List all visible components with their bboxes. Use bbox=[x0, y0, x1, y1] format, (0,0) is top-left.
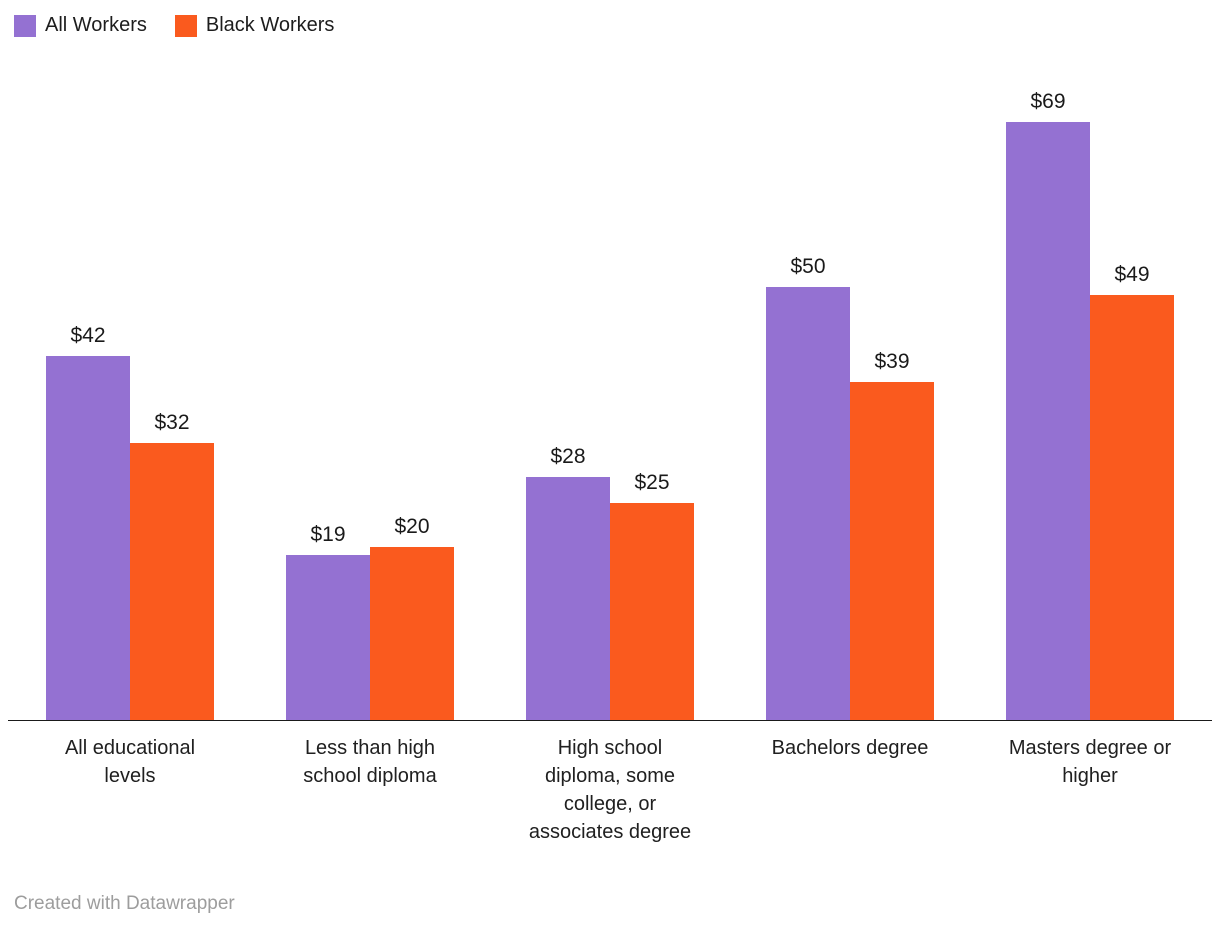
bar-pair: $28 $25 bbox=[526, 0, 694, 720]
bar-black-workers bbox=[850, 382, 934, 720]
value-label: $32 bbox=[154, 411, 190, 434]
bar-pair: $19 $20 bbox=[286, 0, 454, 720]
value-label: $19 bbox=[310, 523, 346, 546]
legend-label-black-workers: Black Workers bbox=[205, 14, 335, 36]
value-label: $20 bbox=[394, 515, 430, 538]
value-label: $50 bbox=[790, 255, 826, 278]
bar-pair: $69 $49 bbox=[1006, 0, 1174, 720]
legend-item-black-workers: Black Workers bbox=[174, 14, 335, 37]
bar-column: $49 bbox=[1090, 263, 1174, 720]
category-label: Masters degree or higher bbox=[1008, 737, 1172, 787]
bar-column: $25 bbox=[610, 471, 694, 720]
bar-black-workers bbox=[610, 503, 694, 720]
value-label: $49 bbox=[1114, 263, 1150, 286]
bar-pair: $50 $39 bbox=[766, 0, 934, 720]
x-axis-line bbox=[8, 720, 1212, 721]
bar-column: $69 bbox=[1006, 90, 1090, 720]
bar-all-workers bbox=[1006, 122, 1090, 720]
bar-pair: $42 $32 bbox=[46, 0, 214, 720]
category-label: High school diploma, some college, or as… bbox=[528, 737, 692, 843]
value-label: $39 bbox=[874, 350, 910, 373]
bar-black-workers bbox=[130, 443, 214, 720]
chart-group: $42 $32 All educational levels bbox=[22, 0, 238, 846]
bar-column: $19 bbox=[286, 523, 370, 720]
bar-black-workers bbox=[370, 547, 454, 720]
category-label: Less than high school diploma bbox=[303, 737, 437, 787]
legend-swatch-black-workers bbox=[174, 14, 197, 37]
value-label: $69 bbox=[1030, 90, 1066, 113]
bar-all-workers bbox=[766, 287, 850, 720]
legend-label-all-workers: All Workers bbox=[45, 14, 147, 36]
bar-column: $32 bbox=[130, 411, 214, 720]
chart: $42 $32 All educational levels $19 $20 Less t… bbox=[8, 0, 1212, 846]
legend: All Workers Black Workers bbox=[14, 14, 334, 37]
bar-column: $20 bbox=[370, 515, 454, 720]
legend-swatch-all-workers bbox=[14, 14, 36, 37]
bar-column: $39 bbox=[850, 350, 934, 720]
value-label: $28 bbox=[550, 445, 586, 468]
category-label: All educational levels bbox=[64, 737, 196, 787]
bar-all-workers bbox=[46, 356, 130, 720]
bar-black-workers bbox=[1090, 295, 1174, 720]
chart-group: $69 $49 Masters degree or higher bbox=[982, 0, 1198, 846]
bar-all-workers bbox=[286, 555, 370, 720]
bar-all-workers bbox=[526, 477, 610, 720]
chart-group: $28 $25 High school diploma, some college,… bbox=[502, 0, 718, 846]
legend-item-all-workers: All Workers bbox=[14, 14, 147, 37]
chart-group: $50 $39 Bachelors degree bbox=[742, 0, 958, 846]
value-label: $25 bbox=[634, 471, 670, 494]
bar-column: $42 bbox=[46, 324, 130, 720]
category-label: Bachelors degree bbox=[771, 737, 929, 759]
bar-column: $28 bbox=[526, 445, 610, 720]
chart-group: $19 $20 Less than high school diploma bbox=[262, 0, 478, 846]
bar-column: $50 bbox=[766, 255, 850, 720]
chart-credit: Created with Datawrapper bbox=[14, 893, 235, 914]
value-label: $42 bbox=[70, 324, 106, 347]
chart-groups: $42 $32 All educational levels $19 $20 Less t… bbox=[22, 0, 1198, 846]
